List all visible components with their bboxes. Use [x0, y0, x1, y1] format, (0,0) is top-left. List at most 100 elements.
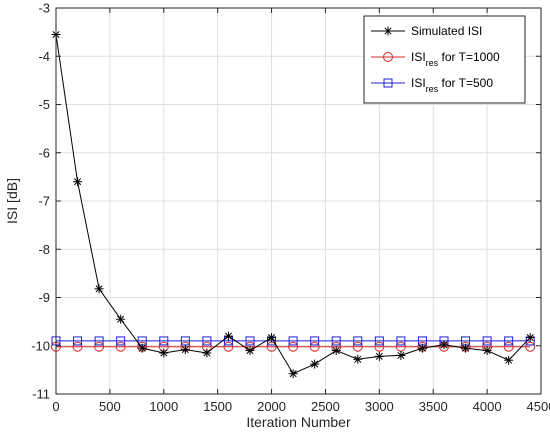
legend-item: ISIres for T=1000 [371, 50, 500, 68]
x-tick-label: 3500 [419, 399, 448, 414]
x-tick-label: 500 [99, 399, 121, 414]
y-tick-label: -9 [38, 290, 50, 305]
y-axis-label: ISI [dB] [4, 178, 20, 224]
asterisk-marker [245, 346, 255, 356]
y-tick-label: -10 [31, 338, 50, 353]
asterisk-stroke [138, 344, 146, 352]
asterisk-stroke [375, 352, 383, 360]
asterisk-marker [482, 346, 492, 356]
asterisk-marker [288, 369, 298, 379]
series-0 [51, 30, 535, 379]
circle-marker [383, 52, 393, 62]
y-tick-label: -4 [38, 49, 50, 64]
series-layer [51, 30, 536, 379]
asterisk-stroke [526, 333, 534, 342]
asterisk-stroke [246, 347, 254, 355]
circle-marker [223, 341, 234, 352]
y-tick-label: -6 [38, 145, 50, 160]
square-marker [116, 336, 126, 346]
y-tick-label: -3 [38, 1, 50, 16]
square-marker [396, 336, 406, 346]
y-tick-label: -7 [38, 194, 50, 209]
legend-item: ISIres for T=500 [371, 76, 493, 94]
legend-suffix: for T=500 [438, 76, 493, 90]
asterisk-stroke [332, 347, 340, 355]
y-tick-label: -11 [32, 387, 50, 402]
square-marker [383, 78, 393, 88]
circle-marker [115, 341, 126, 352]
square-marker [202, 336, 212, 346]
circle-marker [72, 341, 83, 352]
circle-marker [525, 341, 536, 352]
asterisk-marker [383, 26, 393, 36]
square-marker [180, 336, 190, 346]
square-marker [353, 336, 363, 346]
asterisk-stroke [483, 347, 491, 355]
asterisk-marker [353, 354, 363, 364]
x-tick-label: 4000 [473, 399, 502, 414]
circle-marker [94, 341, 105, 352]
circle-marker [266, 341, 277, 352]
square-marker [288, 336, 298, 346]
asterisk-marker [504, 355, 514, 365]
square-marker [331, 336, 341, 346]
circle-marker [374, 341, 385, 352]
asterisk-stroke [418, 344, 426, 352]
asterisk-marker [439, 340, 449, 350]
legend-subscript: res [426, 84, 439, 94]
square-marker [94, 336, 104, 346]
x-tick-label: 2000 [257, 399, 286, 414]
asterisk-stroke [397, 351, 405, 359]
circle-marker [288, 341, 299, 352]
asterisk-stroke [95, 285, 103, 293]
asterisk-stroke [203, 349, 211, 357]
asterisk-stroke [505, 356, 513, 364]
asterisk-marker [267, 333, 277, 343]
series-2 [51, 336, 535, 346]
legend-name: ISI [411, 76, 426, 90]
legend-suffix: for T=1000 [438, 50, 500, 64]
square-marker [73, 336, 83, 346]
asterisk-marker [310, 359, 320, 369]
asterisk-marker [374, 351, 384, 361]
x-tick-label: 1500 [203, 399, 232, 414]
x-tick-label: 0 [52, 399, 59, 414]
legend-box [363, 15, 526, 104]
legend-label: ISIres for T=500 [411, 76, 493, 94]
legend-label: Simulated ISI [411, 24, 482, 38]
asterisk-stroke [74, 178, 82, 186]
asterisk-marker [73, 177, 83, 187]
circle-marker [352, 341, 363, 352]
asterisk-marker [202, 348, 212, 358]
square-marker [245, 336, 255, 346]
square-marker [504, 336, 514, 346]
asterisk-stroke [181, 346, 189, 354]
square-marker [159, 336, 169, 346]
asterisk-stroke [440, 341, 448, 349]
asterisk-stroke [289, 370, 297, 378]
legend-name: Simulated ISI [411, 24, 482, 38]
square-marker [482, 336, 492, 346]
asterisk-stroke [354, 355, 362, 363]
asterisk-stroke [268, 333, 276, 342]
asterisk-marker [223, 331, 233, 341]
square-marker [374, 336, 384, 346]
asterisk-marker [525, 333, 535, 343]
x-tick-label: 1000 [149, 399, 178, 414]
legend-name: ISI [411, 50, 426, 64]
x-tick-label: 3000 [365, 399, 394, 414]
circle-marker [309, 341, 320, 352]
asterisk-marker [417, 343, 427, 353]
asterisk-marker [396, 350, 406, 360]
circle-marker [503, 341, 514, 352]
axis-ticks: 0 500 1000 1500 2000 2500 3000 3500 4000 4500 -11 -… [31, 1, 550, 415]
x-tick-label: 4500 [527, 399, 550, 414]
legend-subscript: res [426, 58, 439, 68]
legend-label: ISIres for T=1000 [411, 50, 500, 68]
asterisk-marker [94, 284, 104, 294]
asterisk-marker [331, 346, 341, 356]
asterisk-marker [116, 314, 126, 324]
square-marker [310, 336, 320, 346]
